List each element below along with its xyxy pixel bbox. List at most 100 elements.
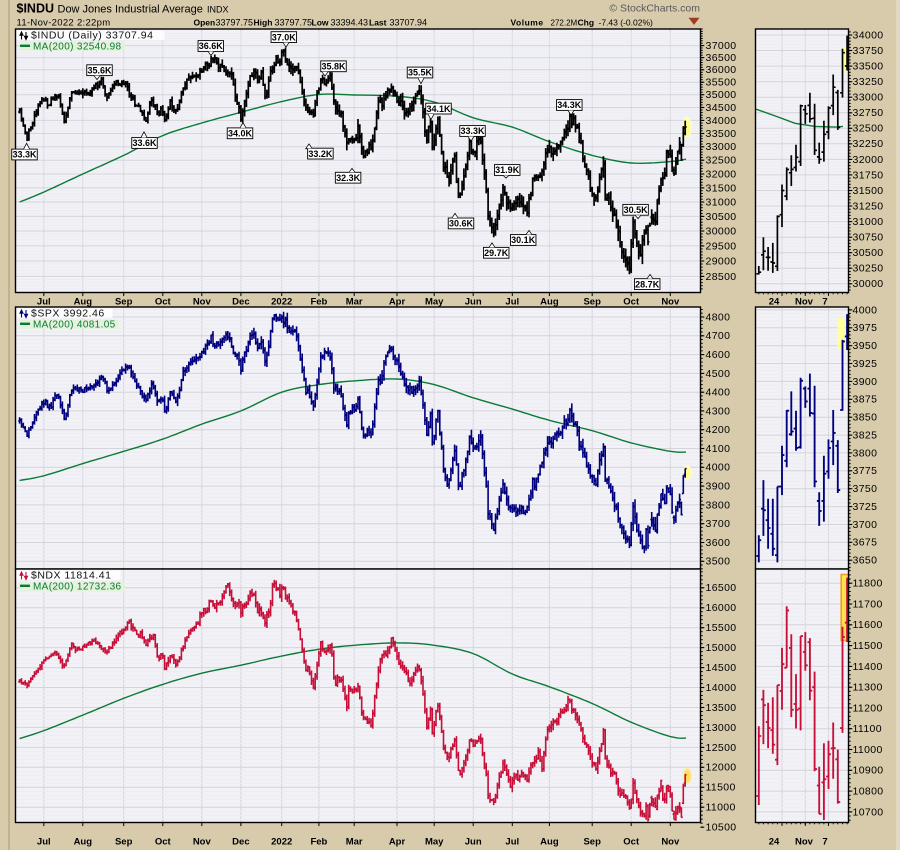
- svg-text:Nov: Nov: [795, 837, 814, 848]
- svg-text:Mar: Mar: [346, 837, 363, 848]
- svg-text:28500: 28500: [706, 271, 737, 283]
- svg-text:24: 24: [769, 297, 780, 308]
- svg-text:Sep: Sep: [583, 297, 601, 308]
- svg-text:3800: 3800: [853, 447, 878, 459]
- svg-text:34000: 34000: [706, 115, 737, 127]
- svg-text:Oct: Oct: [155, 837, 172, 848]
- svg-text:Open: Open: [194, 18, 216, 28]
- svg-text:$NDX 11814.41: $NDX 11814.41: [31, 570, 111, 582]
- svg-text:11400: 11400: [853, 661, 883, 673]
- svg-text:Nov: Nov: [193, 297, 212, 308]
- svg-text:33.2K: 33.2K: [308, 149, 333, 159]
- svg-text:Nov: Nov: [193, 837, 212, 848]
- svg-text:Volume: Volume: [511, 18, 544, 28]
- svg-text:34.3K: 34.3K: [557, 100, 582, 110]
- svg-text:12000: 12000: [706, 762, 737, 774]
- svg-text:3950: 3950: [853, 340, 878, 352]
- svg-text:4300: 4300: [706, 405, 731, 417]
- svg-text:36500: 36500: [706, 52, 737, 64]
- svg-text:15000: 15000: [706, 642, 737, 654]
- svg-text:3800: 3800: [706, 499, 731, 511]
- svg-text:Nov: Nov: [661, 297, 680, 308]
- svg-text:Apr: Apr: [389, 837, 406, 848]
- svg-text:31500: 31500: [706, 182, 737, 194]
- svg-text:3900: 3900: [706, 481, 731, 493]
- svg-text:Nov: Nov: [661, 837, 680, 848]
- svg-text:MA(200) 32540.98: MA(200) 32540.98: [33, 42, 122, 53]
- svg-text:Aug: Aug: [540, 297, 559, 308]
- svg-text:3850: 3850: [853, 412, 878, 424]
- svg-text:3875: 3875: [853, 394, 878, 406]
- svg-text:10800: 10800: [853, 786, 884, 798]
- svg-text:33707.94: 33707.94: [390, 18, 428, 28]
- svg-text:10700: 10700: [853, 806, 884, 818]
- svg-text:34.1K: 34.1K: [426, 104, 451, 114]
- svg-text:16500: 16500: [706, 582, 737, 594]
- svg-text:28.7K: 28.7K: [635, 279, 660, 289]
- svg-text:32500: 32500: [706, 155, 737, 167]
- svg-text:33750: 33750: [853, 45, 884, 57]
- svg-text:31.9K: 31.9K: [495, 165, 520, 175]
- svg-text:Dec: Dec: [232, 297, 249, 308]
- svg-text:3500: 3500: [706, 556, 731, 568]
- svg-text:30750: 30750: [853, 232, 884, 244]
- svg-text:32000: 32000: [853, 154, 884, 166]
- svg-text:32750: 32750: [853, 107, 884, 119]
- svg-text:Aug: Aug: [74, 837, 93, 848]
- svg-text:30.6K: 30.6K: [449, 219, 474, 229]
- svg-text:31000: 31000: [853, 216, 884, 228]
- svg-text:Oct: Oct: [623, 837, 640, 848]
- svg-text:3975: 3975: [853, 322, 878, 334]
- svg-text:10900: 10900: [853, 765, 884, 777]
- svg-text:33000: 33000: [853, 92, 884, 104]
- svg-text:31500: 31500: [853, 185, 884, 197]
- svg-text:30.5K: 30.5K: [624, 205, 649, 215]
- svg-text:33394.43: 33394.43: [331, 18, 369, 28]
- svg-text:34.0K: 34.0K: [228, 129, 253, 139]
- svg-text:13500: 13500: [706, 702, 737, 714]
- svg-text:7: 7: [822, 837, 827, 848]
- svg-text:11700: 11700: [853, 598, 883, 610]
- svg-text:May: May: [425, 837, 444, 848]
- svg-text:29.7K: 29.7K: [484, 248, 509, 258]
- svg-text:Sep: Sep: [583, 837, 601, 848]
- svg-text:2022: 2022: [271, 837, 292, 848]
- svg-text:12500: 12500: [706, 742, 737, 754]
- svg-text:May: May: [425, 297, 444, 308]
- svg-text:Chg: Chg: [578, 18, 595, 28]
- svg-text:4800: 4800: [706, 311, 731, 323]
- svg-text:35.8K: 35.8K: [321, 62, 346, 72]
- svg-text:34500: 34500: [706, 102, 737, 114]
- svg-text:3600: 3600: [706, 537, 731, 549]
- svg-text:2022: 2022: [271, 297, 292, 308]
- svg-text:Oct: Oct: [155, 297, 172, 308]
- svg-text:4000: 4000: [706, 462, 731, 474]
- svg-text:11200: 11200: [853, 702, 883, 714]
- svg-text:33500: 33500: [706, 128, 737, 140]
- svg-text:$INDU (Daily) 33707.94: $INDU (Daily) 33707.94: [31, 30, 153, 42]
- svg-text:29500: 29500: [706, 240, 737, 252]
- svg-text:© StockCharts.com: © StockCharts.com: [609, 3, 700, 15]
- svg-text:11800: 11800: [853, 578, 883, 590]
- svg-text:33500: 33500: [853, 61, 884, 73]
- svg-text:32.3K: 32.3K: [336, 173, 361, 183]
- svg-text:4700: 4700: [706, 330, 731, 342]
- svg-text:3825: 3825: [853, 430, 878, 442]
- svg-text:7: 7: [822, 297, 827, 308]
- svg-text:35.5K: 35.5K: [408, 68, 433, 78]
- svg-text:INDX: INDX: [207, 5, 229, 15]
- svg-text:3900: 3900: [853, 376, 878, 388]
- svg-text:35.6K: 35.6K: [87, 65, 112, 75]
- svg-text:30500: 30500: [706, 211, 737, 223]
- svg-text:Dow Jones Industrial Average: Dow Jones Industrial Average: [58, 4, 203, 16]
- svg-text:11300: 11300: [853, 682, 883, 694]
- svg-text:10500: 10500: [706, 822, 737, 834]
- svg-text:Jun: Jun: [465, 297, 482, 308]
- svg-text:Jul: Jul: [505, 297, 519, 308]
- svg-text:Aug: Aug: [74, 297, 93, 308]
- svg-text:24: 24: [769, 837, 780, 848]
- svg-text:4200: 4200: [706, 424, 731, 436]
- svg-text:MA(200) 12732.36: MA(200) 12732.36: [33, 582, 122, 593]
- svg-text:33250: 33250: [853, 76, 884, 88]
- svg-text:4000: 4000: [853, 304, 878, 316]
